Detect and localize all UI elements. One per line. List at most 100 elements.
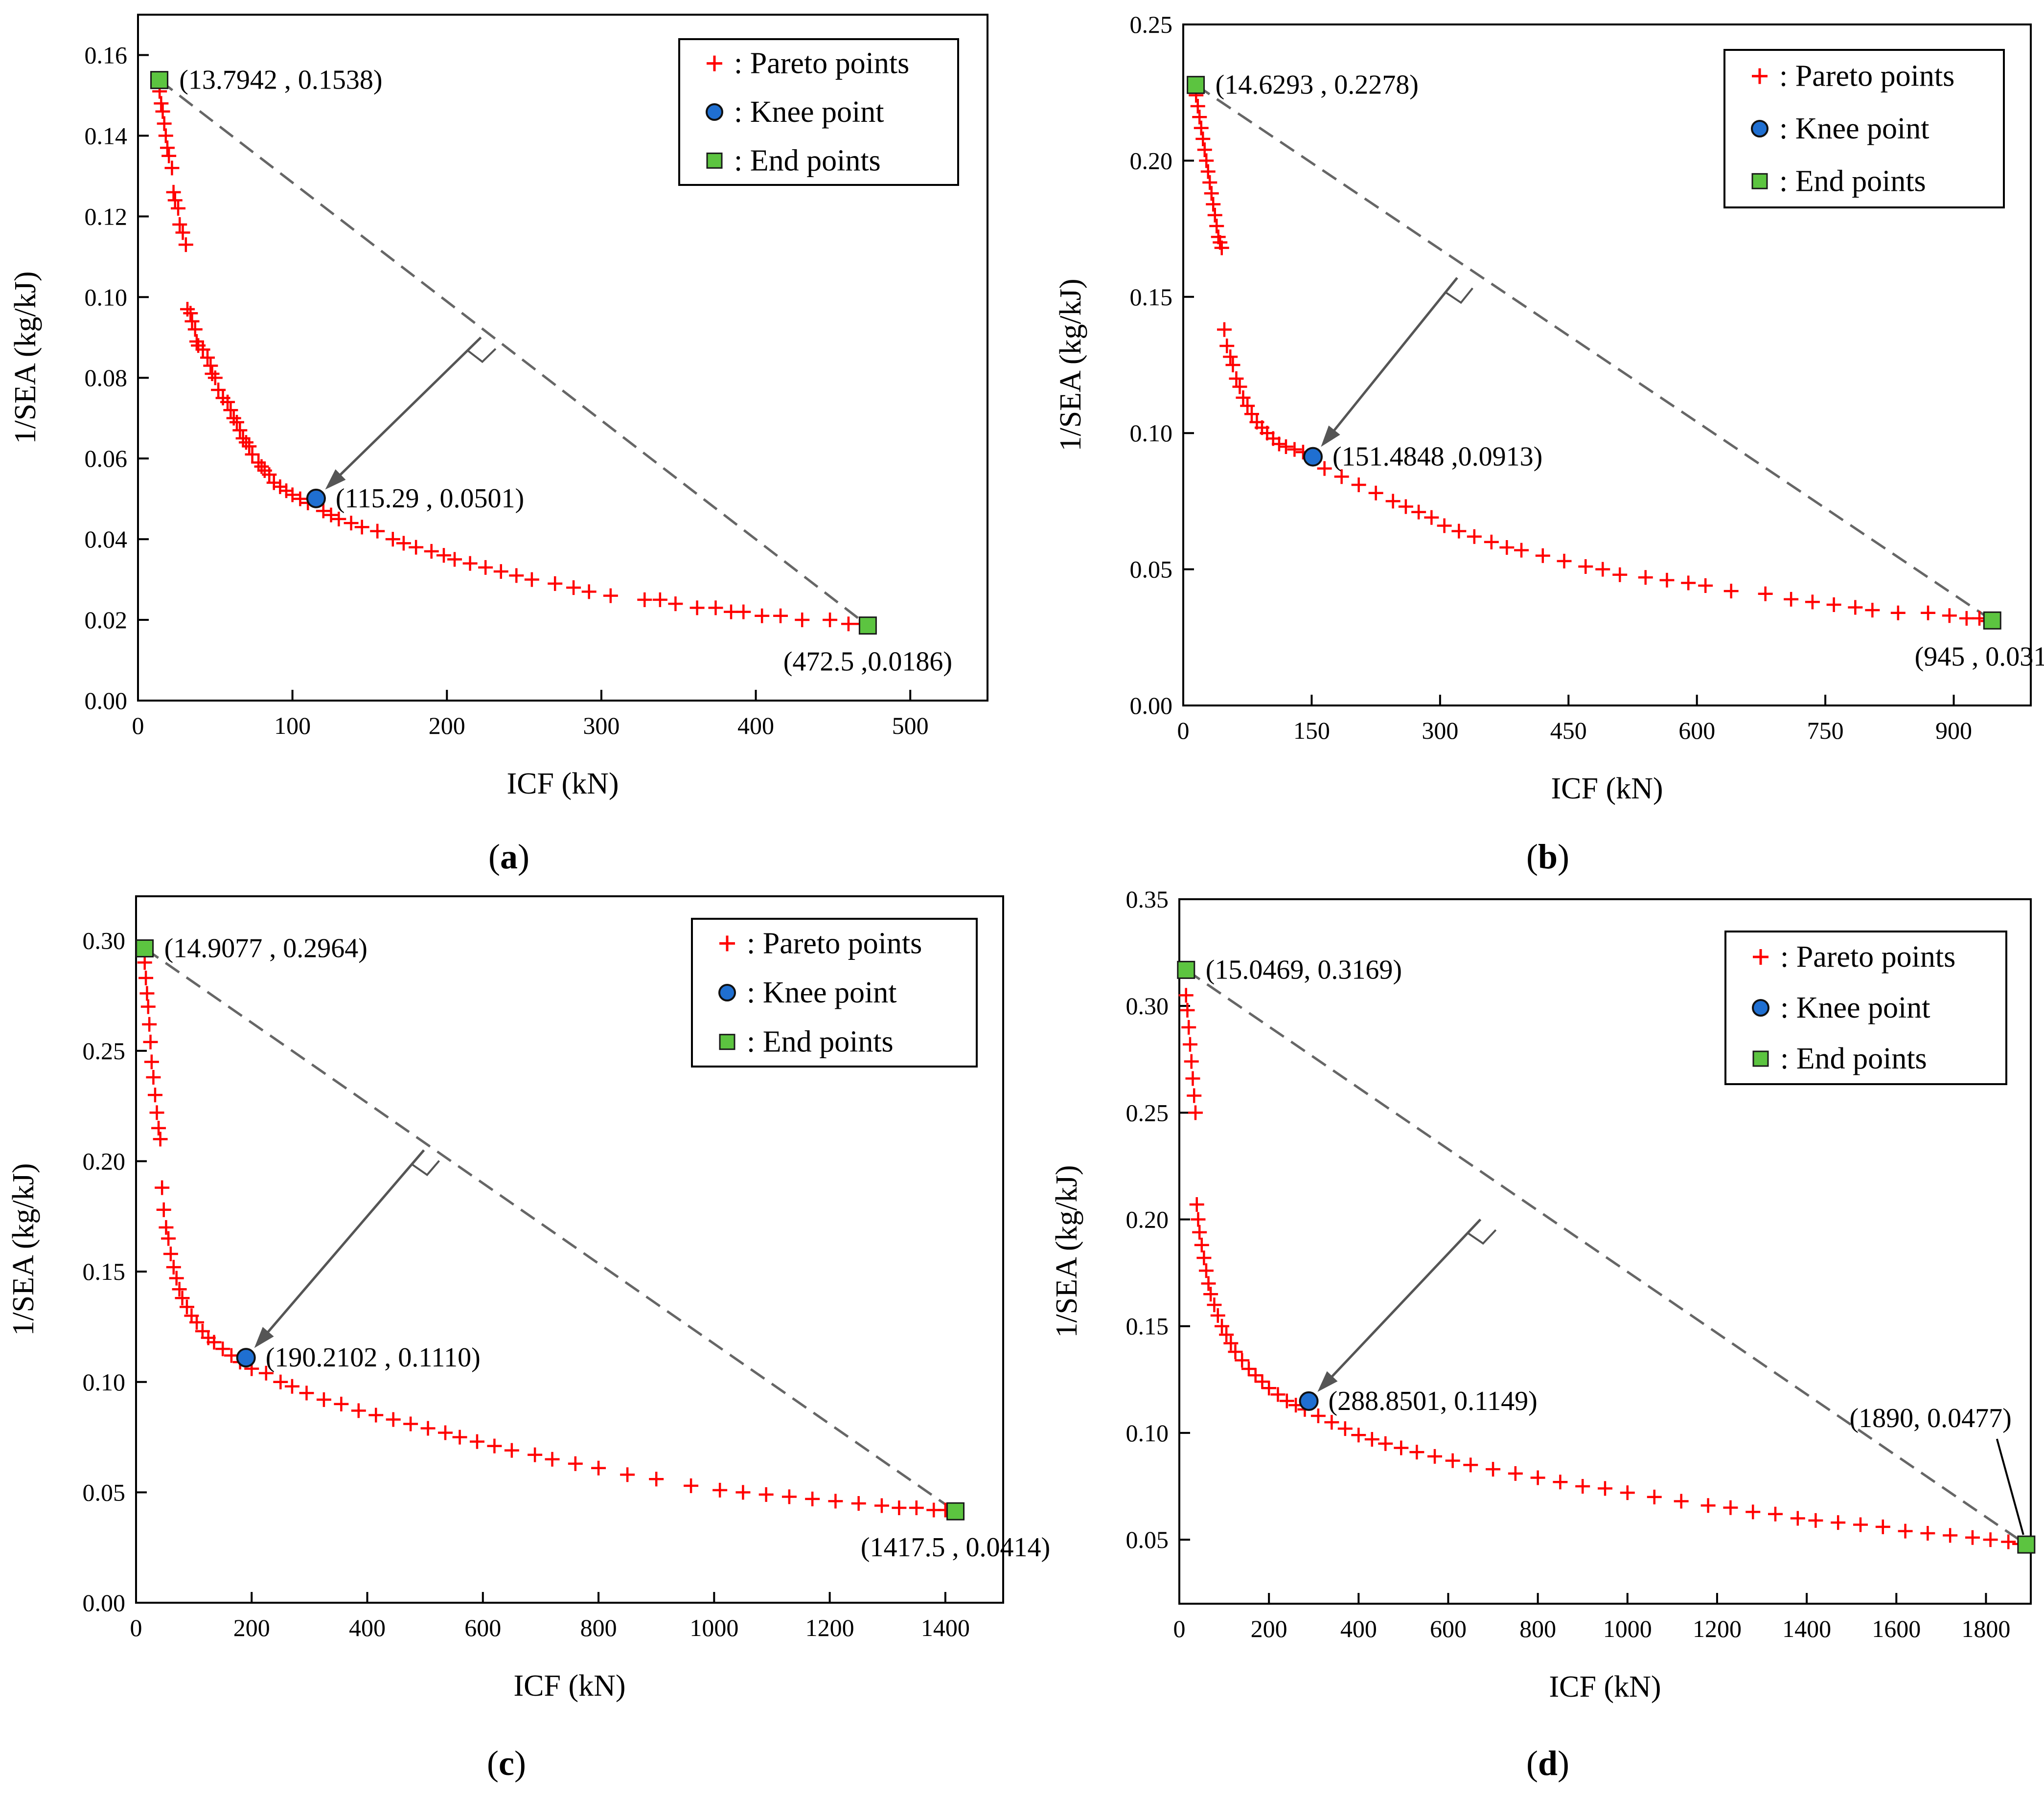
pareto-point [1598,1481,1612,1496]
pareto-point [140,999,156,1014]
pareto-point [1920,1526,1935,1541]
y-tick-label: 0.16 [85,41,128,68]
pareto-point [242,439,257,454]
x-tick-label: 800 [580,1614,617,1641]
pareto-point [189,1315,205,1330]
pareto-point [462,556,478,571]
x-axis-title: ICF (kN) [513,1669,625,1703]
pareto-point [1681,575,1696,591]
pareto-point [1638,570,1653,585]
right-angle-marker [1445,287,1473,304]
pareto-point [1207,207,1222,223]
x-tick-label: 1200 [805,1614,854,1641]
x-tick-label: 200 [429,712,465,739]
pareto-point [160,140,175,156]
pareto-point [603,588,618,603]
y-axis-title: 1/SEA (kg/kJ) [9,271,42,444]
x-tick-label: 500 [892,712,929,739]
pareto-point [262,467,277,482]
pareto-point [1467,529,1482,544]
pareto-point [1197,142,1212,158]
pareto-point [1189,1197,1204,1212]
legend-pareto-marker [707,55,722,71]
plot-area-c: 0 200 400 600 800 1000 1200 1400 0.00 0.05 0.10 0.1… [7,895,1050,1703]
pareto-point [1219,1327,1234,1342]
pareto-point [258,1365,274,1381]
pareto-point [545,1452,560,1467]
pareto-point [153,1132,168,1147]
pareto-point [1427,1449,1442,1464]
pareto-point [1240,398,1255,413]
pareto-point [207,370,223,386]
y-tick-label: 0.05 [1126,1526,1169,1553]
pareto-point [892,1500,907,1515]
legend-end-marker [1752,1050,1769,1067]
pareto-point [581,584,597,599]
pareto-point [1324,1415,1339,1430]
legend-end-marker [719,1034,735,1050]
x-tick-label: 400 [737,712,774,739]
pareto-point [1826,597,1841,612]
point-annotation: (472.5 ,0.0186) [783,647,952,677]
y-tick-label: 0.10 [83,1368,126,1396]
pareto-point [1647,1489,1662,1504]
pareto-point [316,503,331,519]
point-annotation: (151.4848 ,0.0913) [1332,442,1542,472]
x-tick-label: 450 [1550,717,1587,744]
y-tick-label: 0.10 [1126,1419,1169,1447]
pareto-point [424,544,439,559]
pareto-point [293,491,308,506]
knee-arrow-head [325,469,346,490]
pareto-point [1207,1297,1222,1313]
pareto-point [137,955,152,970]
pareto-point [1200,164,1216,179]
x-tick-label: 200 [1251,1615,1287,1642]
pareto-point [149,1105,164,1120]
pareto-point [758,1487,774,1502]
pareto-point [203,358,218,373]
end-point [1177,960,1195,979]
x-tick-label: 300 [1422,717,1458,744]
pareto-point [828,1494,843,1509]
y-tick-label: 0.08 [85,364,128,391]
pareto-point [736,604,751,619]
pareto-point [1185,1071,1200,1086]
x-tick-label: 1000 [1603,1615,1652,1642]
pareto-point [172,1282,187,1297]
knee-point [306,488,326,508]
legend-knee-marker [1751,120,1768,137]
pareto-point [566,580,581,595]
pareto-point [1808,1513,1823,1528]
pareto-point [1983,1532,1998,1547]
end-points-connector [1185,969,2027,1546]
plot-area-d: 0 200 400 600 800 1000 1200 1400 1600 1800 0.05 0.1… [1050,886,2036,1704]
caption-c: (c) [487,1744,526,1783]
y-tick-label: 0.25 [1130,11,1173,38]
pareto-point [1578,559,1593,574]
pareto-point [1210,1308,1225,1323]
pareto-point [548,576,563,591]
x-tick-label: 600 [464,1614,501,1641]
pareto-point [1244,407,1259,422]
pareto-point [773,608,788,623]
pareto-point [368,1408,384,1423]
pareto-point [1223,349,1238,364]
pareto-point [161,148,177,163]
x-tick-label: 0 [130,1614,142,1641]
caption-d: (d) [1526,1744,1569,1783]
pareto-point [684,1478,699,1493]
x-tick-label: 750 [1807,717,1844,744]
pareto-point [183,306,198,321]
pareto-point [1553,1475,1568,1490]
y-tick-label: 0.35 [1126,886,1169,913]
legend-box [691,918,978,1068]
pareto-point [179,1299,194,1315]
right-angle-marker [411,1160,440,1177]
pareto-point [1368,485,1383,500]
pareto-point [1700,1498,1716,1513]
pareto-point [139,986,155,1001]
point-annotation: (14.9077 , 0.2964) [164,933,367,963]
pareto-point [478,560,493,575]
knee-point [1303,447,1323,467]
y-axis-title: 1/SEA (kg/kJ) [1054,278,1087,451]
